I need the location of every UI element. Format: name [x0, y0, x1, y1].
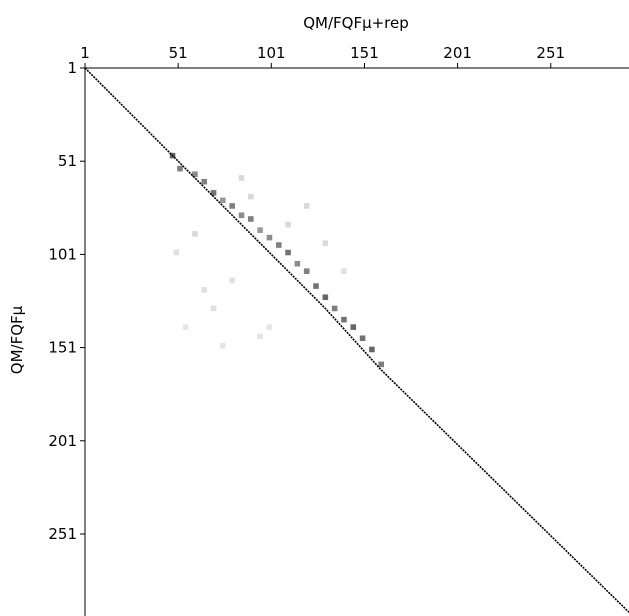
heatmap-cell	[275, 242, 282, 248]
heatmap-cell	[341, 268, 347, 274]
heatmap-cell	[369, 346, 375, 353]
heatmap-cell	[331, 305, 338, 312]
heatmap-cell	[192, 231, 198, 237]
heatmap-cell	[285, 249, 291, 256]
y-tick-label: 51	[58, 152, 77, 170]
heatmap-cell	[248, 193, 254, 200]
heatmap-cell	[322, 294, 329, 301]
y-axis-label: QM/FQFμ	[8, 305, 26, 374]
heatmap-cell	[182, 324, 189, 330]
heatmap-cell	[294, 260, 301, 267]
heatmap-cell	[322, 240, 329, 247]
heatmap-cell	[229, 277, 235, 284]
x-tick-label: 201	[443, 44, 472, 62]
heatmap-cell	[229, 203, 235, 209]
heatmap-cell	[341, 316, 347, 323]
heatmap-cell	[173, 249, 180, 256]
heatmap-cell	[201, 287, 208, 293]
heatmap-cell	[266, 234, 273, 241]
heatmap-cell	[248, 216, 254, 222]
heatmap-cell	[177, 165, 183, 172]
y-tick-label: 151	[48, 339, 77, 357]
heatmap-cell	[313, 283, 319, 289]
heatmap-cell	[257, 227, 263, 233]
heatmap-cell	[359, 335, 366, 342]
x-tick-label: 101	[257, 44, 286, 62]
heatmap-cell	[201, 178, 208, 185]
heatmap-cell	[238, 175, 245, 181]
diagonal	[84, 67, 629, 613]
heatmap-cell	[350, 324, 357, 330]
heatmap-cell	[378, 361, 385, 368]
heatmap-cell	[220, 197, 226, 204]
y-tick-label: 201	[48, 432, 77, 450]
y-tick-label: 1	[67, 59, 77, 77]
x-axis-label: QM/FQFμ+rep	[303, 14, 409, 32]
heatmap-cell	[210, 190, 217, 196]
x-tick-label: 251	[536, 44, 565, 62]
heatmap-cell	[303, 268, 310, 274]
x-tick-label: 151	[350, 44, 379, 62]
y-tick-label: 251	[48, 525, 77, 543]
y-tick-label: 101	[48, 245, 77, 263]
heatmap-cell	[192, 171, 198, 178]
heatmap-cell	[238, 212, 245, 219]
heatmap-cell	[210, 305, 217, 312]
heatmap-cell	[257, 333, 263, 340]
x-tick-label: 1	[80, 44, 90, 62]
heatmap-cell	[220, 342, 226, 349]
heatmap-cell	[285, 221, 291, 228]
heatmap-cell	[303, 203, 310, 209]
x-tick-label: 51	[169, 44, 188, 62]
heatmap-cell	[266, 324, 273, 330]
